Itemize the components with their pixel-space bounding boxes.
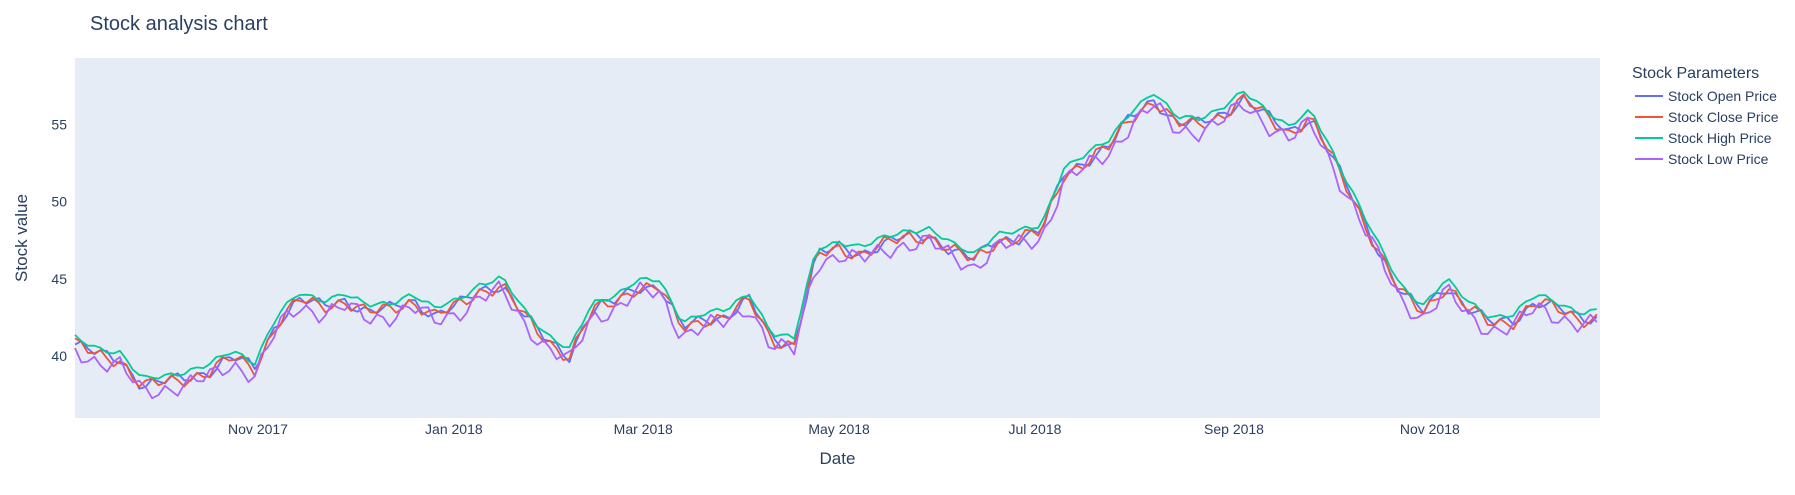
- legend-title: Stock Parameters: [1632, 65, 1759, 82]
- x-tick-label: Nov 2017: [228, 421, 288, 437]
- x-tick-label: Nov 2018: [1400, 421, 1460, 437]
- y-tick-label: 45: [51, 271, 67, 287]
- legend-item-label[interactable]: Stock Low Price: [1668, 151, 1769, 167]
- legend[interactable]: Stock Parameters Stock Open Price Stock C…: [1632, 65, 1779, 167]
- series-line-stock-high-price[interactable]: [74, 90, 1597, 380]
- chart-title: Stock analysis chart: [90, 13, 268, 35]
- x-tick-label: Jan 2018: [425, 421, 483, 437]
- x-tick-label: Sep 2018: [1204, 421, 1264, 437]
- y-tick-label: 50: [51, 194, 67, 210]
- y-tick-label: 55: [51, 116, 67, 132]
- y-axis-ticks: 40 45 50 55: [51, 116, 67, 364]
- y-axis-title: Stock value: [12, 194, 31, 282]
- legend-item-label[interactable]: Stock Open Price: [1668, 88, 1777, 104]
- legend-item-label[interactable]: Stock High Price: [1668, 130, 1772, 146]
- x-tick-label: May 2018: [808, 421, 870, 437]
- y-tick-label: 40: [51, 348, 67, 364]
- x-axis-title: Date: [820, 449, 856, 468]
- series-line-stock-low-price[interactable]: [74, 101, 1598, 400]
- series-layer: [74, 90, 1598, 400]
- x-tick-label: Mar 2018: [614, 421, 673, 437]
- x-tick-label: Jul 2018: [1008, 421, 1061, 437]
- legend-item-label[interactable]: Stock Close Price: [1668, 109, 1779, 125]
- x-axis-ticks: Nov 2017 Jan 2018 Mar 2018 May 2018 Jul 2018…: [228, 421, 1460, 437]
- plot-background: [75, 58, 1600, 418]
